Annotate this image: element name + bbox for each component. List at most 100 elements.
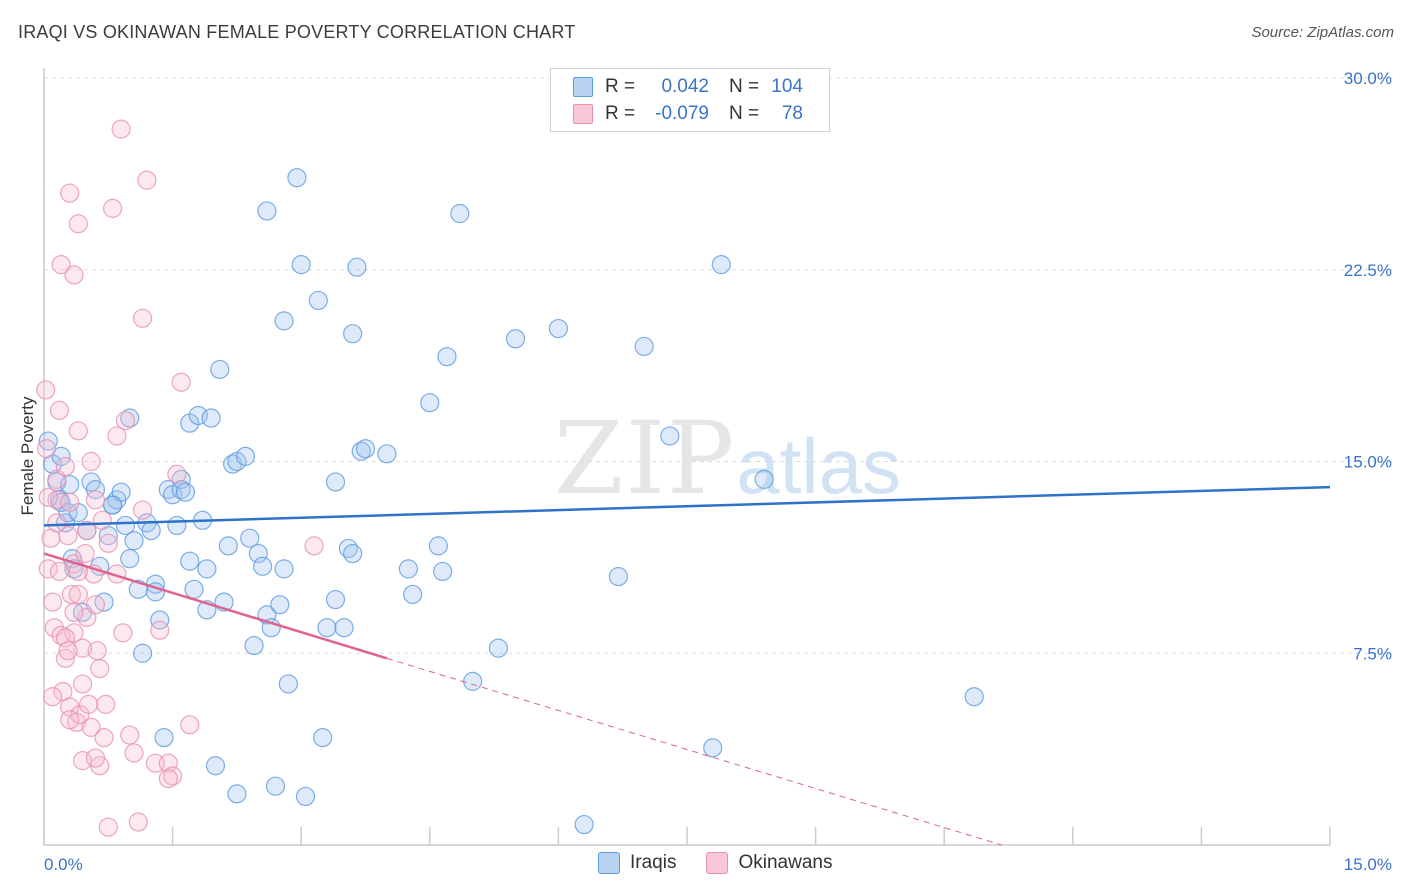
okinawan-point (113, 623, 133, 643)
iraqi-point (244, 635, 264, 656)
okinawan-point (77, 520, 97, 541)
y-tick-label: 15.0% (1344, 453, 1392, 472)
iraqi-point (184, 579, 204, 599)
okinawan-point (38, 559, 58, 579)
iraqi-point (167, 515, 187, 536)
watermark-zip: ZIP (554, 400, 737, 517)
okinawan-point (81, 717, 101, 737)
iraqi-point (703, 738, 723, 758)
iraqi-point (343, 543, 363, 564)
iraqi-point (450, 203, 470, 224)
iraqi-point (257, 201, 277, 221)
iraqi-point (325, 472, 346, 492)
okinawan-point (158, 768, 178, 789)
okinawan-point (158, 753, 178, 773)
x-tick-label: 15.0% (1344, 855, 1392, 874)
iraqi-point (141, 520, 161, 541)
okinawan-point (38, 487, 58, 507)
iraqi-point (210, 359, 230, 380)
iraqi-point (317, 618, 337, 638)
iraqi-point (325, 589, 346, 610)
iraqi-point (754, 469, 774, 489)
okinawan-point (98, 533, 118, 553)
okinawan-point (42, 592, 63, 612)
iraqi-point (132, 643, 153, 663)
iraqi-point (278, 674, 298, 694)
iraqi-point (398, 559, 418, 579)
okinawans-trend-extension (386, 657, 1002, 846)
iraqi-point (347, 257, 367, 277)
okinawan-point (137, 170, 157, 190)
iraqis-trend-line (43, 485, 1331, 527)
y-tick-label: 22.5% (1344, 261, 1392, 280)
okinawan-point (51, 255, 71, 275)
legend-item-iraqis[interactable]: Iraqis (598, 852, 676, 874)
chart-title: IRAQI VS OKINAWAN FEMALE POVERTY CORRELA… (18, 22, 576, 42)
iraqi-point (180, 551, 200, 571)
okinawan-point (85, 748, 106, 768)
iraqi-point (608, 566, 629, 587)
iraqi-point (428, 536, 448, 556)
iraqi-point (711, 255, 731, 275)
n-value: 78 (781, 103, 803, 124)
okinawan-point (49, 400, 70, 420)
okinawan-point (64, 602, 84, 622)
source-label: Source: ZipAtlas.com (1251, 24, 1394, 41)
correlation-legend: R = 0.042 N = 104 R = -0.079 N = 78 (550, 68, 830, 132)
iraqi-point (235, 446, 256, 466)
legend-item-okinawans[interactable]: Okinawans (706, 852, 832, 874)
okinawan-point (72, 638, 93, 658)
okinawans-trend-line (43, 552, 388, 660)
okinawan-point (72, 674, 93, 694)
okinawan-point (128, 812, 148, 832)
okinawans-swatch (573, 104, 593, 124)
okinawan-point (167, 464, 187, 484)
y-tick-label: 30.0% (1344, 69, 1392, 88)
series-legend: Iraqis Okinawans (598, 852, 862, 874)
axes (43, 68, 1331, 846)
iraqi-point (660, 426, 680, 446)
okinawan-point (132, 500, 153, 520)
okinawan-point (47, 513, 67, 533)
okinawan-point (98, 817, 118, 837)
okinawan-point (68, 561, 88, 582)
legend-row-iraqis: R = 0.042 N = 104 (573, 75, 803, 99)
okinawans-legend-swatch (706, 852, 729, 874)
okinawan-point (60, 183, 80, 203)
okinawan-point (115, 410, 136, 431)
okinawan-point (94, 728, 114, 748)
okinawan-point (68, 421, 88, 441)
iraqi-point (274, 311, 294, 331)
okinawan-point (64, 265, 84, 285)
iraqi-point (313, 728, 333, 748)
iraqi-point (433, 561, 453, 582)
trend-lines (43, 485, 1331, 846)
n-label: N = (729, 76, 760, 97)
okinawan-point (120, 725, 140, 745)
iraqi-point (265, 776, 286, 796)
iraqi-point (253, 556, 273, 576)
iraqis-swatch (573, 77, 593, 97)
okinawan-point (90, 658, 110, 679)
okinawan-point (180, 715, 200, 735)
iraqi-point (334, 618, 354, 638)
iraqi-point (420, 393, 440, 413)
okinawan-point (78, 694, 99, 714)
watermark: ZIPatlas (554, 400, 901, 517)
iraqi-point (287, 168, 307, 188)
grid-lines (44, 77, 1392, 654)
iraqi-point (150, 610, 170, 630)
iraqi-point (437, 347, 457, 367)
okinawan-point (42, 687, 63, 707)
iraqis-legend-label: Iraqis (630, 852, 677, 873)
iraqi-point (38, 431, 58, 451)
okinawan-point (85, 490, 106, 510)
iraqi-point (175, 482, 196, 502)
iraqi-point (124, 531, 144, 551)
r-value: -0.079 (655, 103, 709, 124)
iraqi-point (308, 290, 328, 311)
n-value: 104 (771, 76, 803, 97)
iraqi-point (574, 814, 594, 835)
r-value: 0.042 (661, 76, 709, 97)
iraqi-point (85, 480, 106, 500)
